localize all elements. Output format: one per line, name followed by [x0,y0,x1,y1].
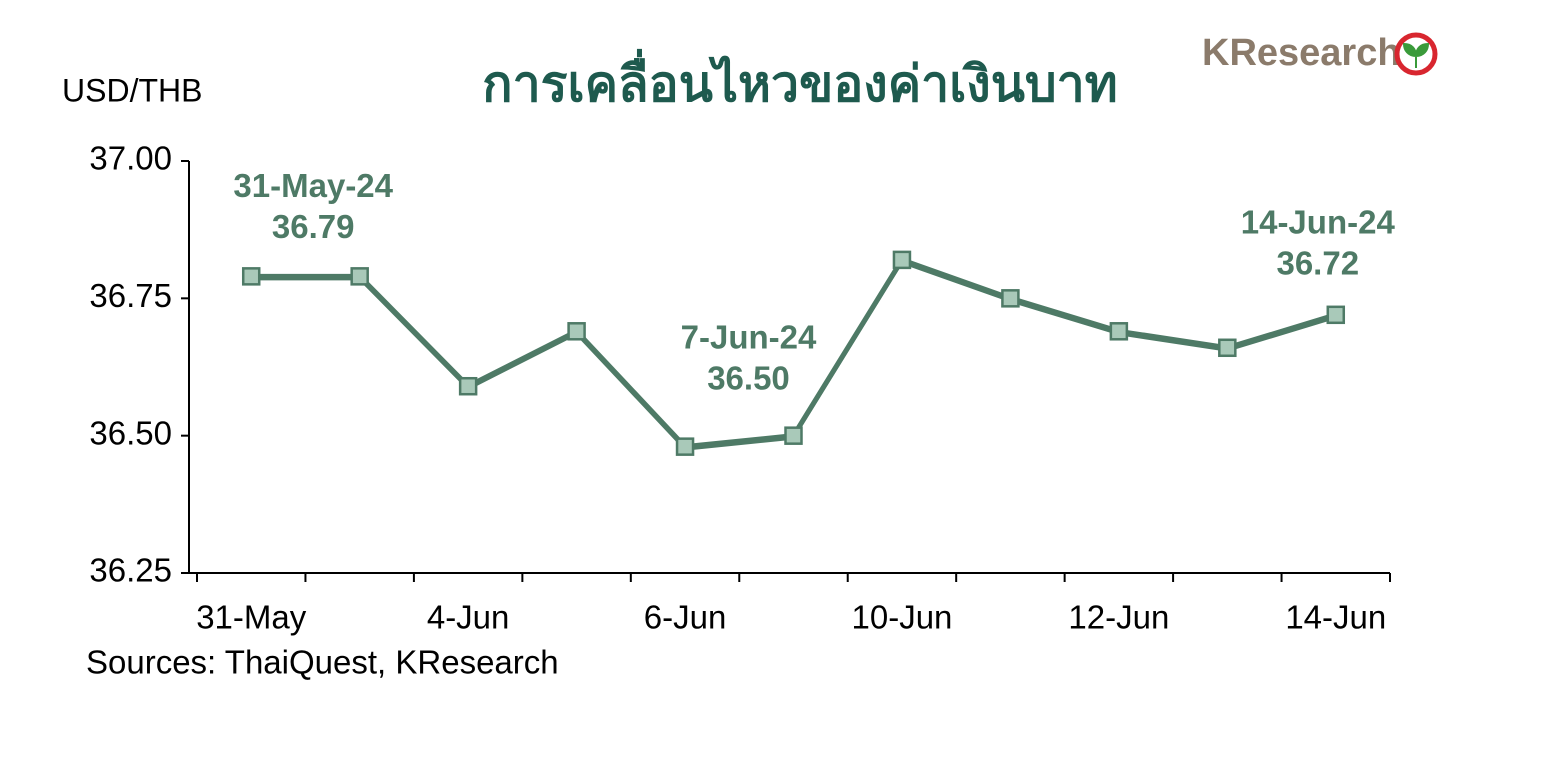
annotation-value: 36.79 [272,208,355,245]
logo-leaf [1402,42,1430,68]
marker [1218,338,1237,358]
x-tick-label: 10-Jun [852,599,953,636]
x-tick-label: 31-May [196,599,307,636]
chart-title: การเคลื่อนไหวของค่าเงินบาท [482,49,1117,112]
x-tick-label: 14-Jun [1285,599,1386,636]
annotation-value: 36.72 [1276,245,1359,282]
marker [892,250,912,270]
logo-ring [1394,32,1438,76]
marker [784,426,803,445]
annotation-date: 7-Jun-24 [681,318,817,355]
y-axis-label: USD/THB [62,72,202,108]
y-tick-label: 36.25 [89,552,172,589]
marker [458,376,478,396]
marker [1109,322,1129,341]
source-note: Sources: ThaiQuest, KResearch [86,644,559,681]
y-tick-label: 36.75 [89,277,172,314]
marker [1326,305,1346,325]
marker [675,437,695,456]
logo-icon [1394,32,1438,76]
y-tick-label: 37.00 [89,140,172,177]
marker [350,267,369,286]
marker [241,267,261,286]
annotation-value: 36.50 [707,359,790,396]
logo-text: KResearch [1202,32,1401,74]
x-tick-label: 12-Jun [1068,599,1169,636]
x-tick-label: 4-Jun [427,599,510,636]
marker [567,322,586,341]
marker [1001,289,1020,308]
annotation-date: 31-May-24 [233,167,393,204]
y-tick-label: 36.50 [89,414,172,451]
x-tick-label: 6-Jun [644,599,727,636]
line-shadow [251,261,1337,451]
annotation-date: 14-Jun-24 [1241,204,1396,241]
